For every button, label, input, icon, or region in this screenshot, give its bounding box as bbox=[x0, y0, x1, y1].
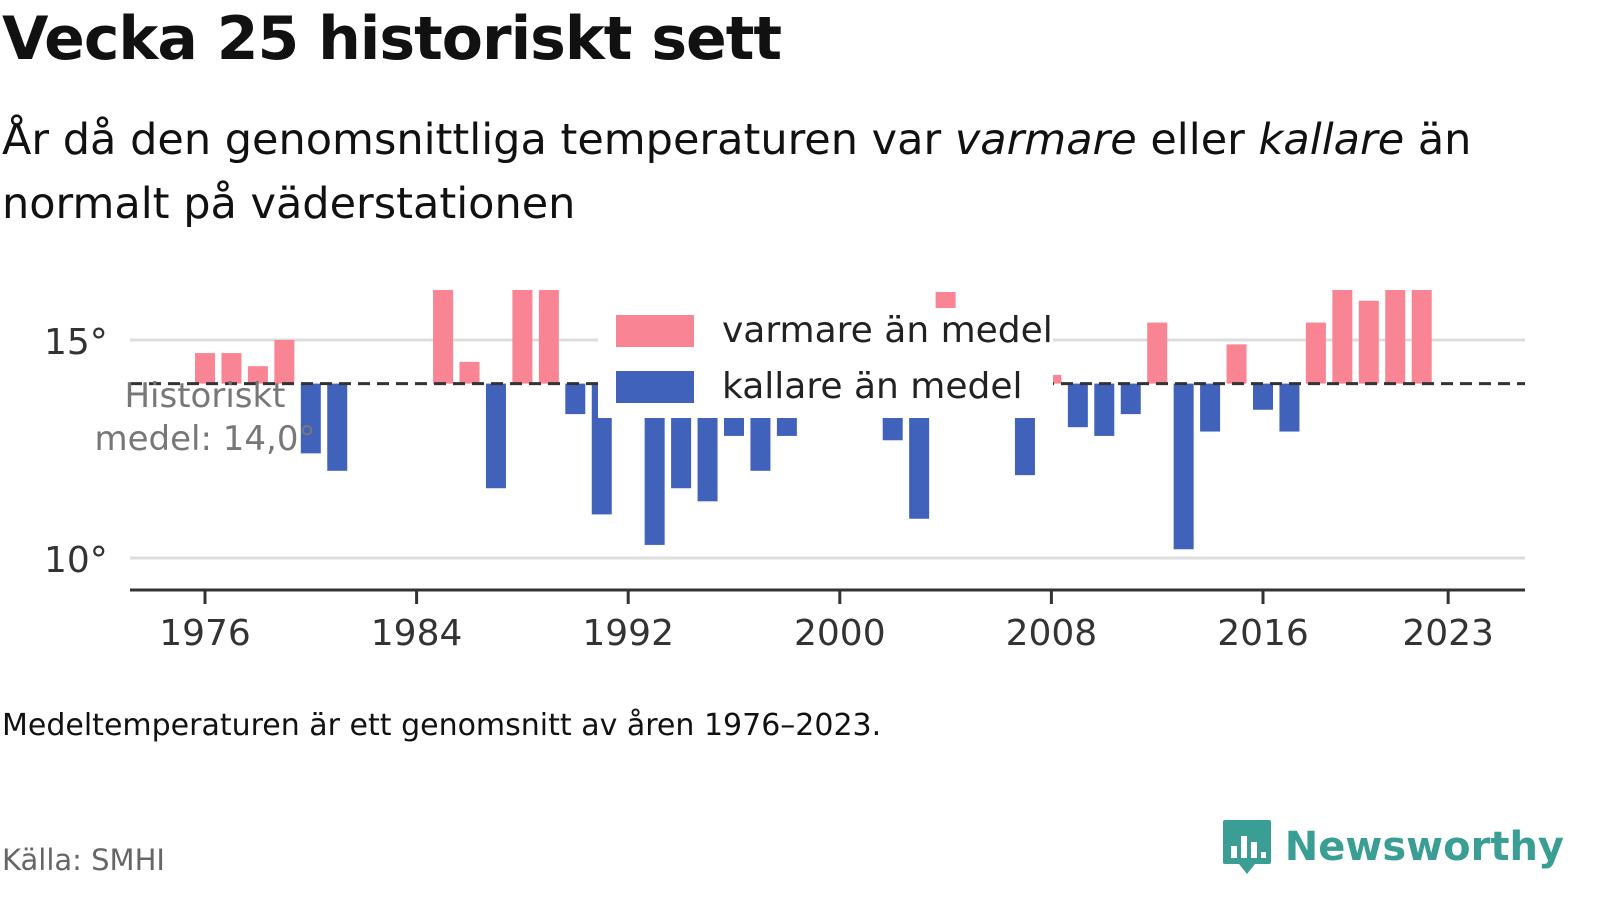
bar-1986 bbox=[459, 361, 480, 384]
subtitle-text-3: än normalt på väderstationen bbox=[2, 115, 1472, 229]
bar-1993 bbox=[644, 383, 665, 545]
legend-label-1: varmare än medel bbox=[722, 310, 1053, 351]
brand-logo: Newsworthy bbox=[1221, 818, 1564, 876]
baseline-label-line2: medel: 14,0° bbox=[95, 419, 316, 459]
bar-1985 bbox=[433, 290, 454, 384]
bar-1989 bbox=[538, 290, 559, 384]
x-tick-label-2008: 2008 bbox=[1006, 613, 1098, 654]
chart-title: Vecka 25 historiskt sett bbox=[2, 4, 782, 74]
bar-2013 bbox=[1173, 383, 1194, 550]
subtitle-text-2: eller bbox=[1136, 115, 1259, 165]
bar-2011 bbox=[1120, 383, 1141, 415]
bar-1976 bbox=[195, 353, 215, 384]
x-tick-label-1984: 1984 bbox=[371, 613, 463, 654]
bar-2020 bbox=[1358, 300, 1379, 384]
bar-1977 bbox=[221, 353, 242, 384]
bar-2009 bbox=[1067, 383, 1088, 428]
subtitle-cold-word: kallare bbox=[1258, 115, 1405, 165]
legend-label-2: kallare än medel bbox=[722, 366, 1022, 407]
x-tick-label-2016: 2016 bbox=[1217, 613, 1309, 654]
chart-subtitle: År då den genomsnittliga temperaturen va… bbox=[2, 108, 1542, 236]
legend-swatch-1 bbox=[616, 315, 694, 347]
source-credit: Källa: SMHI bbox=[2, 843, 165, 877]
bar-1987 bbox=[485, 383, 506, 489]
legend-swatch-2 bbox=[616, 371, 694, 403]
bar-2022 bbox=[1411, 290, 1432, 384]
bar-1978 bbox=[247, 366, 268, 384]
bar-1980 bbox=[300, 383, 321, 454]
y-tick-label-15: 15° bbox=[44, 322, 108, 363]
bar-2012 bbox=[1147, 322, 1168, 384]
x-tick-label-2000: 2000 bbox=[794, 613, 886, 654]
subtitle-text-1: År då den genomsnittliga temperaturen va… bbox=[2, 115, 955, 165]
bar-2019 bbox=[1332, 290, 1353, 384]
bar-1979 bbox=[274, 340, 295, 384]
brand-name: Newsworthy bbox=[1284, 824, 1564, 870]
bar-chart-logo-icon bbox=[1222, 820, 1271, 874]
bar-2021 bbox=[1385, 290, 1406, 384]
bar-2017 bbox=[1279, 383, 1300, 432]
bar-1990 bbox=[565, 383, 586, 415]
bar-2015 bbox=[1226, 344, 1247, 384]
bar-2014 bbox=[1200, 383, 1221, 432]
x-tick-label-2023: 2023 bbox=[1402, 613, 1494, 654]
x-tick-label-1976: 1976 bbox=[159, 613, 251, 654]
bar-2016 bbox=[1253, 383, 1273, 410]
footnote: Medeltemperaturen är ett genomsnitt av å… bbox=[2, 708, 882, 743]
bar-1988 bbox=[512, 290, 533, 384]
subtitle-warm-word: varmare bbox=[954, 115, 1137, 165]
y-tick-label-10: 10° bbox=[44, 540, 108, 581]
bar-1981 bbox=[327, 383, 348, 471]
bar-2010 bbox=[1094, 383, 1115, 436]
bar-2018 bbox=[1305, 322, 1326, 384]
x-tick-label-1992: 1992 bbox=[582, 613, 674, 654]
baseline-label-line1: Historiskt bbox=[124, 376, 285, 416]
